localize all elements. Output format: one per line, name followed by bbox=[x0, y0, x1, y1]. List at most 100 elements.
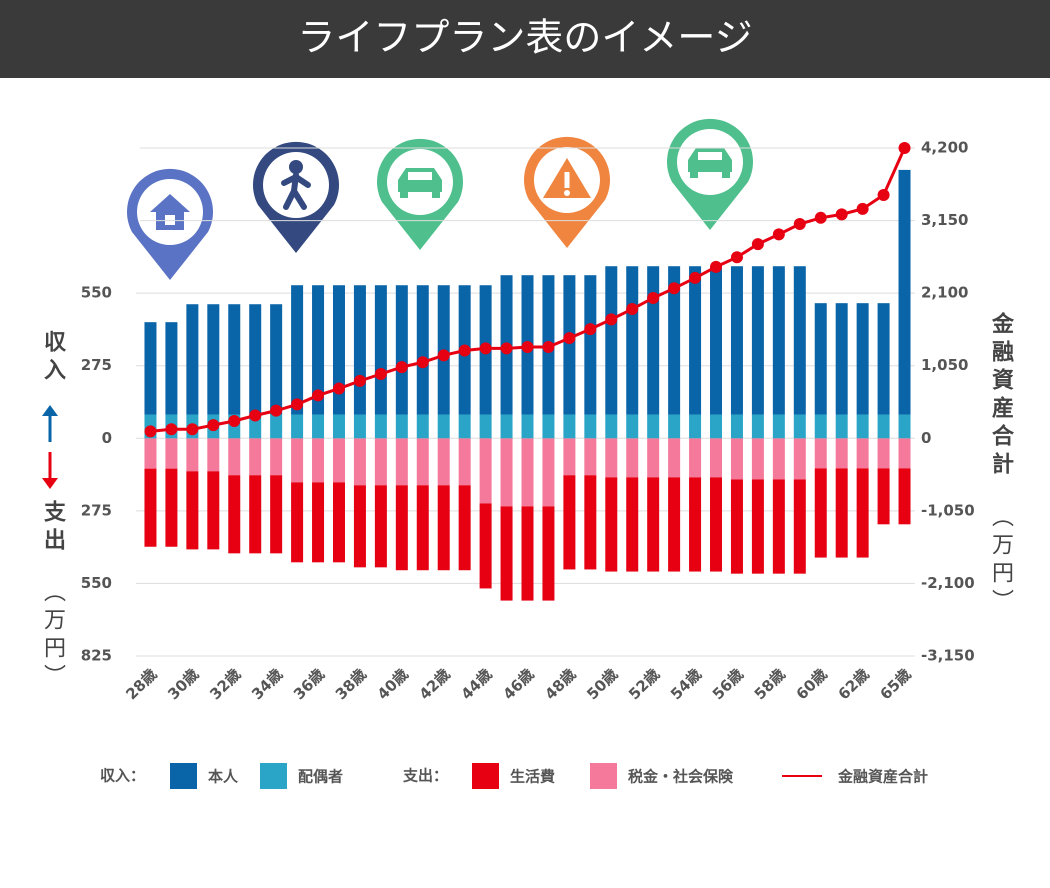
point bbox=[710, 260, 723, 273]
bar bbox=[751, 266, 764, 415]
bar bbox=[312, 414, 325, 439]
legend: 収入： 支出： 本人 配偶者 生活費 税金・社会保険 金融資産合計 bbox=[100, 763, 928, 789]
bar bbox=[730, 266, 743, 415]
bar bbox=[249, 475, 262, 554]
y-tick-label: 0 bbox=[102, 429, 112, 447]
point bbox=[291, 398, 304, 411]
bar bbox=[730, 479, 743, 574]
icon bbox=[165, 215, 175, 225]
x-tick-label: 48歳 bbox=[541, 665, 579, 703]
bar bbox=[563, 475, 576, 570]
bar bbox=[186, 438, 199, 472]
bar bbox=[898, 414, 911, 439]
bar bbox=[165, 468, 178, 547]
bar bbox=[647, 438, 660, 478]
point bbox=[751, 238, 764, 251]
bar bbox=[563, 414, 576, 439]
point bbox=[207, 419, 220, 432]
point bbox=[312, 389, 325, 402]
bar bbox=[332, 414, 345, 439]
y2-tick-label: 0 bbox=[921, 429, 931, 447]
bar bbox=[751, 414, 764, 439]
bar bbox=[751, 479, 764, 574]
bar bbox=[416, 285, 429, 415]
bar bbox=[291, 414, 304, 439]
bar bbox=[165, 438, 178, 469]
y2-label: 金融資産合計 bbox=[988, 312, 1013, 480]
bar bbox=[605, 438, 618, 478]
bar bbox=[165, 322, 178, 415]
point bbox=[374, 368, 387, 381]
point bbox=[647, 291, 660, 304]
bar bbox=[291, 438, 304, 483]
bar bbox=[416, 414, 429, 439]
bar bbox=[877, 468, 890, 525]
icon bbox=[722, 170, 730, 178]
x-tick-label: 38歳 bbox=[332, 665, 370, 703]
bar bbox=[332, 482, 345, 563]
bar bbox=[793, 479, 806, 574]
bar bbox=[877, 438, 890, 469]
bar bbox=[689, 438, 702, 478]
bar bbox=[500, 506, 513, 601]
bar bbox=[710, 477, 723, 572]
bar bbox=[458, 438, 471, 486]
bar bbox=[374, 285, 387, 415]
bar bbox=[710, 414, 723, 439]
bar bbox=[395, 438, 408, 486]
bar bbox=[668, 414, 681, 439]
point bbox=[479, 342, 492, 355]
bar bbox=[312, 285, 325, 415]
bar bbox=[710, 438, 723, 478]
x-tick-label: 56歳 bbox=[709, 665, 747, 703]
bar bbox=[228, 438, 241, 476]
x-tick-label: 44歳 bbox=[458, 665, 496, 703]
bar bbox=[605, 477, 618, 572]
bar bbox=[835, 438, 848, 469]
point bbox=[877, 188, 890, 201]
x-tick-label: 28歳 bbox=[122, 665, 160, 703]
point bbox=[793, 218, 806, 231]
event-icons bbox=[127, 118, 753, 280]
point bbox=[626, 303, 639, 316]
x-tick-label: 60歳 bbox=[793, 665, 831, 703]
point bbox=[542, 341, 555, 354]
bar bbox=[186, 304, 199, 415]
legend-swatch bbox=[170, 763, 197, 789]
legend-label: 金融資産合計 bbox=[837, 768, 928, 786]
bar bbox=[898, 438, 911, 469]
bar bbox=[835, 303, 848, 415]
bar bbox=[479, 503, 492, 589]
bar bbox=[772, 479, 785, 574]
legend-swatch bbox=[260, 763, 287, 789]
y-label-top: 収入 bbox=[40, 330, 65, 386]
bar bbox=[479, 438, 492, 504]
bar bbox=[605, 266, 618, 415]
bar bbox=[353, 414, 366, 439]
y-label-unit: （万円） bbox=[40, 580, 65, 692]
bar bbox=[689, 477, 702, 572]
bar bbox=[437, 414, 450, 439]
bar bbox=[814, 303, 827, 415]
bar bbox=[668, 477, 681, 572]
point bbox=[458, 344, 471, 357]
point bbox=[563, 332, 576, 345]
bar bbox=[144, 322, 157, 415]
bar bbox=[647, 477, 660, 572]
bar bbox=[605, 414, 618, 439]
y2-tick-label: 3,150 bbox=[921, 211, 968, 229]
point bbox=[898, 142, 911, 154]
bar bbox=[374, 414, 387, 439]
bar bbox=[500, 438, 513, 507]
bar bbox=[814, 438, 827, 469]
bar bbox=[793, 414, 806, 439]
bar bbox=[584, 438, 597, 476]
x-tick-label: 42歳 bbox=[416, 665, 454, 703]
bar bbox=[856, 303, 869, 415]
bar bbox=[416, 438, 429, 486]
bar bbox=[835, 414, 848, 439]
bar bbox=[584, 275, 597, 415]
point bbox=[521, 341, 534, 354]
x-tick-label: 65歳 bbox=[876, 665, 914, 703]
